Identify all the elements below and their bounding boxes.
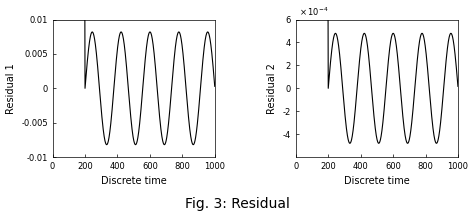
Text: Fig. 3: Residual: Fig. 3: Residual xyxy=(184,197,290,211)
Y-axis label: Residual 1: Residual 1 xyxy=(6,63,16,114)
Text: $\times\,10^{-4}$: $\times\,10^{-4}$ xyxy=(299,6,328,18)
X-axis label: Discrete time: Discrete time xyxy=(101,176,166,187)
X-axis label: Discrete time: Discrete time xyxy=(344,176,410,187)
Y-axis label: Residual 2: Residual 2 xyxy=(267,63,277,114)
